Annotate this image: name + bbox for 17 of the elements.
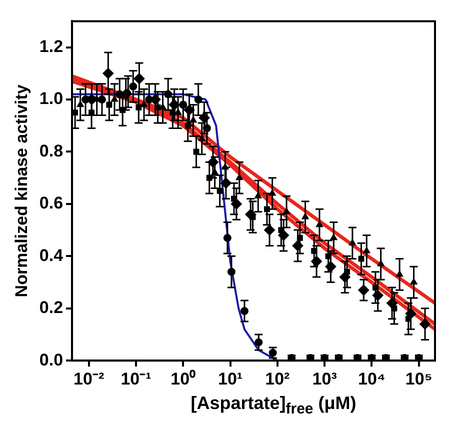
x-tick-label: 10⁻² [74, 369, 104, 388]
y-axis-title: Normalized kinase activity [12, 84, 31, 298]
x-tick-label: 10⁵ [405, 369, 432, 388]
y-tick-label: 1.2 [39, 36, 64, 56]
x-tick-label: 10³ [312, 369, 338, 388]
y-tick-label: 0.8 [39, 141, 64, 160]
y-tick-label: 0.0 [39, 350, 64, 370]
y-tick-label: 0.2 [39, 298, 64, 318]
x-tick-label: 10¹ [218, 369, 243, 388]
x-tick-label: 10⁴ [358, 369, 386, 388]
x-tick-label: 10⁻¹ [120, 369, 152, 388]
x-tick-label: 10⁰ [170, 369, 196, 388]
y-tick-label: 0.6 [39, 194, 64, 213]
x-tick-label: 10² [265, 369, 290, 388]
x-axis-title: [Aspartate]$_{free}$ (μM) [190, 393, 358, 418]
y-tick-label: 1.0 [39, 89, 64, 108]
y-tick-label: 0.4 [39, 246, 64, 265]
